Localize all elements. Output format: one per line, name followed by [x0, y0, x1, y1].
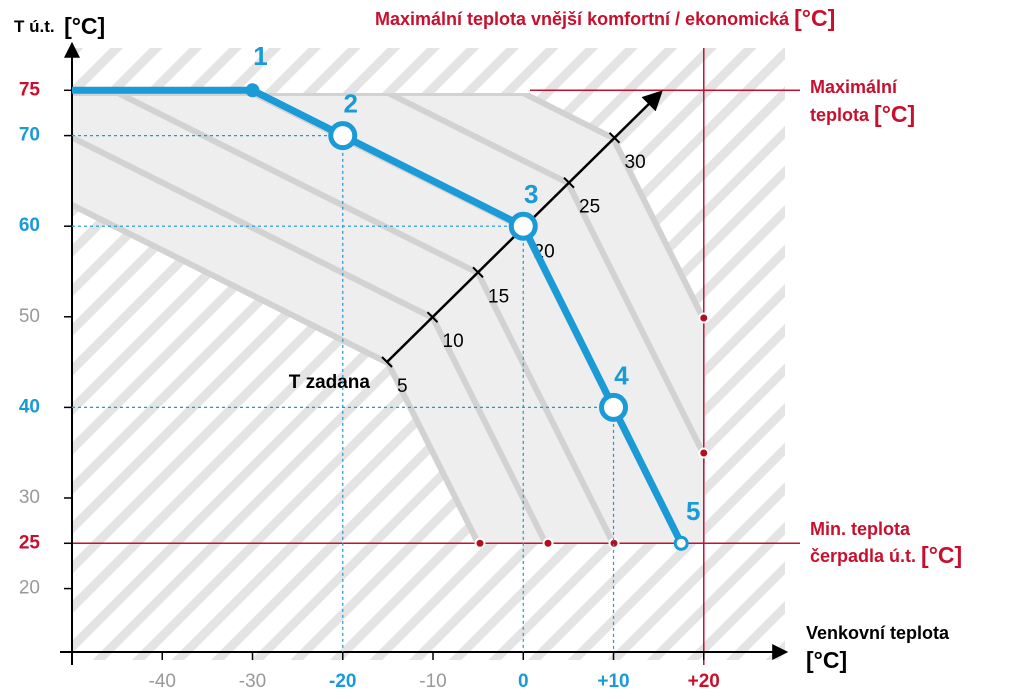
setpoint-tick: [472, 266, 484, 279]
point-label: 4: [614, 360, 629, 390]
point-marker: [245, 83, 260, 98]
setpoint-tick: [426, 311, 439, 323]
x-tick-label: -40: [149, 671, 176, 692]
curve-line: [72, 86, 685, 545]
crossing-dot: [698, 447, 710, 459]
point-marker: [599, 392, 629, 422]
reference-label-text: Maximální teplota vnější komfortní / eko…: [375, 9, 790, 29]
crossing-dot: [474, 537, 486, 549]
reference-label-unit: [°C]: [874, 101, 915, 127]
setpoint-axis-label: T zadana: [289, 372, 371, 393]
x-tick-label: -10: [419, 671, 446, 692]
setpoint-tick-label: 10: [443, 331, 464, 352]
reference-label: Maximální: [810, 77, 898, 97]
y-axis-label-text: T ú.t.: [14, 17, 55, 36]
setpoint-tick: [381, 356, 393, 368]
y-tick-label: 75: [19, 79, 41, 100]
x-tick-label: -20: [329, 671, 356, 692]
reference-label: teplota [°C]: [810, 101, 915, 127]
setpoint-tick-label: 25: [579, 197, 600, 218]
family-curve: [72, 93, 617, 544]
family-curve: [72, 134, 550, 544]
x-tick-label: +20: [688, 671, 720, 692]
point-label: 5: [686, 496, 700, 526]
x-axis-label: Venkovní teplota: [806, 623, 950, 643]
point-marker: [673, 535, 689, 551]
family-curve: [72, 93, 705, 329]
reference-label-text: Maximální: [810, 77, 898, 97]
reference-label-text: teplota: [810, 105, 870, 125]
crossing-dot: [542, 537, 554, 549]
y-tick-label: 25: [19, 532, 41, 553]
point-label: 3: [524, 179, 538, 209]
family-curve: [72, 93, 705, 464]
x-tick-label: -30: [239, 671, 266, 692]
reference-label: Min. teplota: [810, 519, 911, 539]
point-label: 1: [253, 41, 267, 71]
setpoint-tick: [608, 132, 621, 144]
reference-label-unit: [°C]: [794, 5, 835, 31]
y-axis-label-space: [55, 17, 64, 36]
x-tick-label: +10: [597, 671, 629, 692]
family-curve: [72, 201, 482, 544]
reference-label-text: Min. teplota: [810, 519, 911, 539]
x-tick-label: 0: [518, 671, 529, 692]
setpoint-tick-label: 15: [488, 286, 509, 307]
setpoint-tick-label: 5: [397, 376, 408, 397]
reference-label-text: čerpadla ú.t.: [810, 546, 916, 566]
setpoint-tick: [563, 176, 575, 189]
y-tick-label: 60: [19, 215, 40, 236]
y-tick-label: 20: [19, 578, 40, 599]
point-marker: [508, 211, 538, 241]
setpoint-tick-label: 30: [625, 152, 646, 173]
y-tick-label: 50: [19, 306, 40, 327]
chart-layer: Maximální teplota vnější komfortní / eko…: [14, 5, 962, 692]
y-axis-unit: [°C]: [64, 13, 105, 39]
reference-label: čerpadla ú.t. [°C]: [810, 542, 962, 568]
y-tick-label: 70: [19, 125, 40, 146]
point-marker: [328, 121, 358, 151]
y-axis-label: T ú.t. [°C]: [14, 13, 105, 39]
y-tick-label: 40: [19, 396, 40, 417]
point-label: 2: [344, 88, 358, 118]
x-axis-unit: [°C]: [806, 647, 847, 673]
reference-label-unit: [°C]: [921, 542, 962, 568]
crossing-dot: [698, 312, 710, 324]
y-tick-label: 30: [19, 487, 40, 508]
reference-label: Maximální teplota vnější komfortní / eko…: [375, 5, 835, 31]
